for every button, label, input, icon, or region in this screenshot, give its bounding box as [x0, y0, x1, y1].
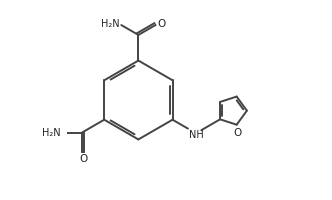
Text: O: O: [233, 128, 241, 138]
Text: H₂N: H₂N: [42, 128, 61, 138]
Text: NH: NH: [189, 130, 204, 140]
Text: O: O: [157, 19, 166, 29]
Text: O: O: [79, 154, 87, 164]
Text: H₂N: H₂N: [101, 19, 120, 29]
